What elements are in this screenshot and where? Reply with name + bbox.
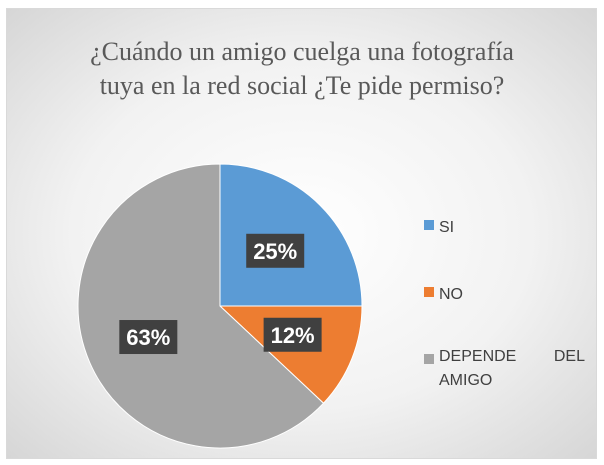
legend-label-si: SI (439, 219, 455, 236)
legend-swatch-depende-del-amigo (424, 354, 434, 364)
data-label-box-si (246, 233, 305, 268)
data-label-text-si: 25% (253, 239, 297, 264)
legend-label-no: NO (439, 286, 463, 303)
data-label-box-no (263, 317, 322, 352)
legend-item-no: NO (424, 283, 463, 307)
chart-area: ¿Cuándo un amigo cuelga una fotografía t… (6, 8, 597, 459)
legend-item-depende-del-amigo: DEPENDE DEL AMIGO (424, 348, 585, 393)
data-label-no: 12% (263, 317, 322, 352)
legend-item-si: SI (424, 216, 454, 240)
chart-title: ¿Cuándo un amigo cuelga una fotografía t… (90, 37, 514, 100)
data-label-box-depende-del-amigo (119, 320, 178, 355)
data-label-text-no: 12% (271, 323, 315, 348)
legend-label-depende-del-amigo: DEPENDE DEL AMIGO (439, 348, 585, 389)
pie-slice-no (218, 305, 363, 404)
data-label-si: 25% (246, 233, 305, 268)
pie-slice-depende-del-amigo (77, 163, 325, 449)
data-label-depende-del-amigo: 63% (119, 320, 178, 355)
legend-swatch-si (424, 220, 434, 230)
legend-swatch-no (424, 287, 434, 297)
pie-chart: 25% 12% 63% (77, 163, 363, 449)
data-label-text-depende-del-amigo: 63% (126, 325, 170, 350)
